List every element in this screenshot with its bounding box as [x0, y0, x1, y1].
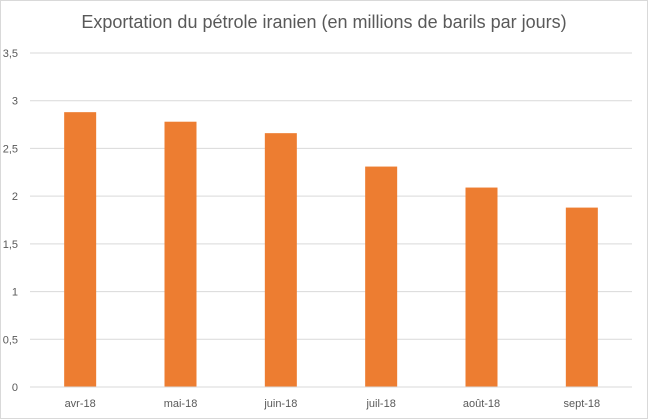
y-tick-label: 0 [12, 382, 18, 394]
y-tick-label: 1 [12, 287, 18, 299]
y-tick-label: 3 [12, 96, 18, 108]
x-tick-label: juil-18 [365, 398, 395, 410]
x-tick-label: avr-18 [65, 398, 96, 410]
gridlines [30, 52, 632, 340]
bars [64, 112, 598, 388]
y-tick-label: 0,5 [3, 334, 18, 346]
y-tick-label: 2,5 [3, 143, 18, 155]
x-tick-label: sept-18 [563, 398, 600, 410]
bar [164, 121, 197, 388]
y-axis-tick-labels: 0 0,5 1 1,5 2 2,5 3 3,5 [3, 48, 18, 394]
y-tick-label: 3,5 [3, 48, 18, 60]
bar [64, 112, 97, 387]
bar [365, 166, 398, 387]
y-tick-label: 2 [12, 191, 18, 203]
bar [565, 207, 598, 387]
x-tick-label: août-18 [463, 398, 500, 410]
bar [264, 133, 297, 387]
bar [465, 187, 498, 387]
y-tick-label: 1,5 [3, 239, 18, 251]
x-tick-label: mai-18 [164, 398, 198, 410]
x-axis-tick-labels: avr-18 mai-18 juin-18 juil-18 août-18 sept-18 [65, 398, 601, 410]
x-tick-label: juin-18 [263, 398, 297, 410]
chart-title: Exportation du pétrole iranien (en milli… [81, 12, 567, 32]
